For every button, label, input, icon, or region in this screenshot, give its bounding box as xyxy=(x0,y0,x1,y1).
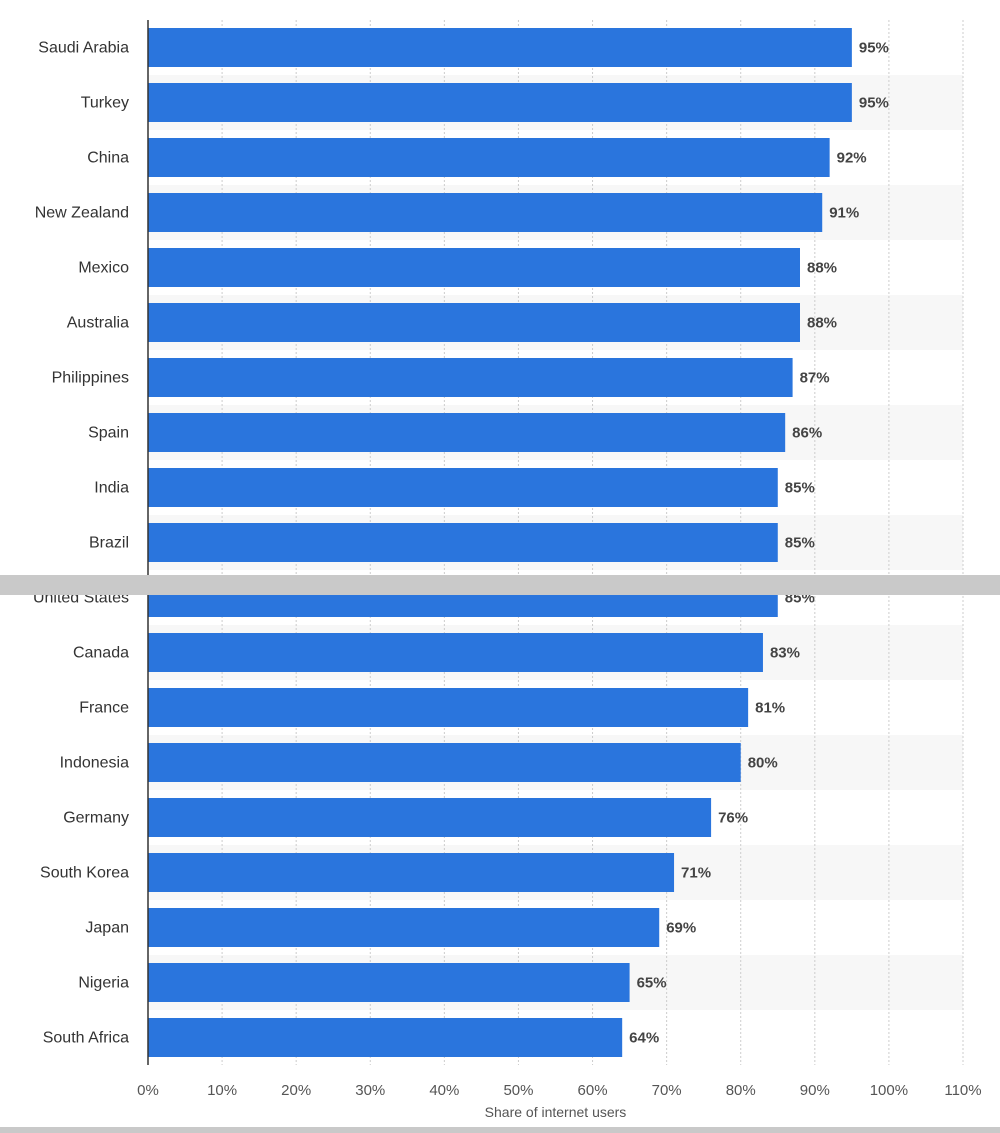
x-tick-label: 50% xyxy=(503,1082,533,1099)
bar xyxy=(148,688,749,727)
x-tick-label: 10% xyxy=(207,1082,237,1099)
x-tick-label: 60% xyxy=(578,1082,608,1099)
x-tick-label: 80% xyxy=(726,1082,756,1099)
data-label: 64% xyxy=(629,1030,659,1047)
category-label: Canada xyxy=(73,645,129,662)
data-label: 80% xyxy=(748,755,778,772)
data-label: 88% xyxy=(807,315,837,332)
data-label: 76% xyxy=(718,810,748,827)
category-label: Indonesia xyxy=(60,755,129,772)
category-label: Turkey xyxy=(81,95,129,112)
bar xyxy=(148,633,763,672)
bar xyxy=(148,743,741,782)
x-tick-label: 30% xyxy=(355,1082,385,1099)
bar xyxy=(148,303,800,342)
bar xyxy=(148,413,786,452)
data-label: 71% xyxy=(681,865,711,882)
category-label: Germany xyxy=(63,810,129,827)
category-label: Philippines xyxy=(52,370,129,387)
bar xyxy=(148,963,630,1002)
bar xyxy=(148,83,852,122)
category-label: Australia xyxy=(67,315,129,332)
x-tick-label: 40% xyxy=(429,1082,459,1099)
x-tick-label: 70% xyxy=(652,1082,682,1099)
category-label: New Zealand xyxy=(35,205,129,222)
data-label: 95% xyxy=(859,95,889,112)
data-label: 85% xyxy=(785,480,815,497)
category-label: Mexico xyxy=(78,260,129,277)
bar xyxy=(148,853,675,892)
data-label: 83% xyxy=(770,645,800,662)
x-tick-label: 100% xyxy=(870,1082,908,1099)
screenshot-separator xyxy=(0,575,1000,595)
data-label: 85% xyxy=(785,535,815,552)
bar xyxy=(148,1018,623,1057)
x-tick-label: 0% xyxy=(137,1082,159,1099)
category-label: France xyxy=(79,700,129,717)
category-label: Brazil xyxy=(89,535,129,552)
category-label: South Korea xyxy=(40,865,129,882)
x-tick-label: 20% xyxy=(281,1082,311,1099)
bar xyxy=(148,358,793,397)
category-label: Japan xyxy=(85,920,129,937)
bar xyxy=(148,248,800,287)
x-axis-title: Share of internet users xyxy=(484,1104,627,1120)
data-label: 88% xyxy=(807,260,837,277)
data-label: 65% xyxy=(637,975,667,992)
category-label: Spain xyxy=(88,425,129,442)
data-label: 91% xyxy=(829,205,859,222)
bar xyxy=(148,908,660,947)
bar xyxy=(148,28,852,67)
category-label: Saudi Arabia xyxy=(38,40,129,57)
data-label: 69% xyxy=(666,920,696,937)
bar xyxy=(148,798,712,837)
bar xyxy=(148,523,778,562)
bottom-border xyxy=(0,1127,1000,1133)
category-label: Nigeria xyxy=(78,975,129,992)
bar xyxy=(148,468,778,507)
x-tick-label: 110% xyxy=(944,1082,981,1099)
category-label: South Africa xyxy=(43,1030,129,1047)
data-label: 92% xyxy=(837,150,867,167)
category-label: China xyxy=(87,150,129,167)
data-label: 81% xyxy=(755,700,785,717)
x-tick-label: 90% xyxy=(800,1082,830,1099)
data-label: 86% xyxy=(792,425,822,442)
bar xyxy=(148,193,823,232)
data-label: 95% xyxy=(859,40,889,57)
category-label: India xyxy=(94,480,129,497)
bar xyxy=(148,138,830,177)
data-label: 87% xyxy=(800,370,830,387)
